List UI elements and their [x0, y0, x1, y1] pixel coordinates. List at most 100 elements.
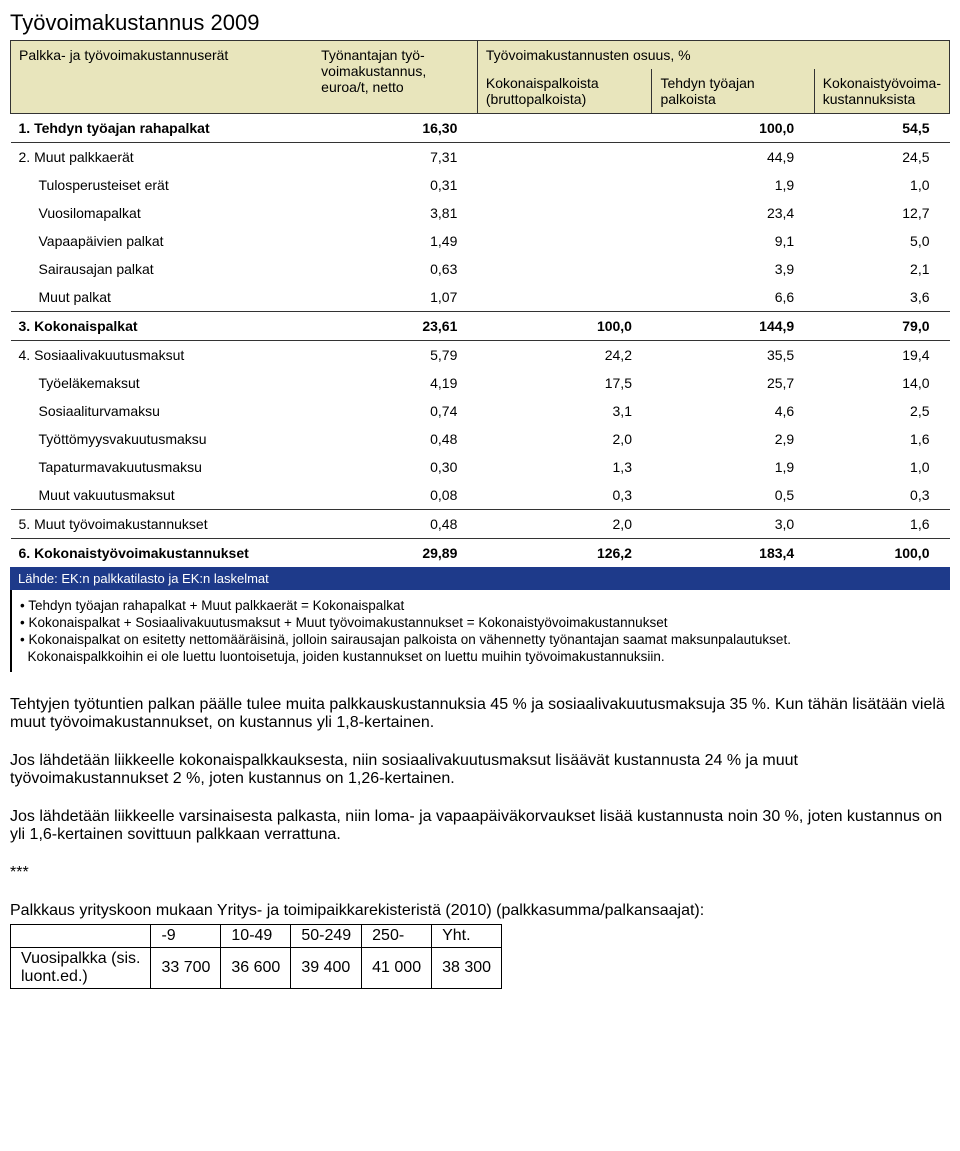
- table-cell: 1,6: [814, 425, 949, 453]
- note-line: • Tehdyn työajan rahapalkat + Muut palkk…: [20, 598, 950, 613]
- table-header: Yht.: [432, 925, 502, 948]
- row-label: 5. Muut työvoimakustannukset: [11, 510, 314, 539]
- paragraph: Palkkaus yrityskoon mukaan Yritys- ja to…: [10, 902, 950, 920]
- table-cell: 12,7: [814, 199, 949, 227]
- row-label: 3. Kokonaispalkat: [11, 312, 314, 341]
- row-label: Sosiaaliturvamaksu: [11, 397, 314, 425]
- table-cell: 2,5: [814, 397, 949, 425]
- row-label: 1. Tehdyn työajan rahapalkat: [11, 114, 314, 143]
- table-cell: [477, 143, 652, 172]
- table-cell: 3,6: [814, 283, 949, 312]
- table-header: 50-249: [291, 925, 362, 948]
- table-cell: 16,30: [313, 114, 477, 143]
- table-row: 2. Muut palkkaerät7,3144,924,5: [11, 143, 950, 172]
- table-cell: 100,0: [652, 114, 814, 143]
- table-cell: 41 000: [362, 948, 432, 989]
- table-cell: 5,0: [814, 227, 949, 255]
- table-cell: 3,9: [652, 255, 814, 283]
- table-cell: 0,63: [313, 255, 477, 283]
- table-cell: 23,4: [652, 199, 814, 227]
- table-cell: 3,81: [313, 199, 477, 227]
- table-cell: 6,6: [652, 283, 814, 312]
- table-cell: 5,79: [313, 341, 477, 370]
- page-title: Työvoimakustannus 2009: [10, 10, 950, 36]
- table-cell: [477, 171, 652, 199]
- table-cell: 1,07: [313, 283, 477, 312]
- table-cell: 2,0: [477, 510, 652, 539]
- row-label: Työttömyysvakuutusmaksu: [11, 425, 314, 453]
- table-cell: 44,9: [652, 143, 814, 172]
- table-cell: 7,31: [313, 143, 477, 172]
- table-row: Sairausajan palkat0,633,92,1: [11, 255, 950, 283]
- table-header: -9: [151, 925, 221, 948]
- separator-stars: ***: [10, 864, 950, 882]
- row-label: Tulosperusteiset erät: [11, 171, 314, 199]
- table-cell: 0,30: [313, 453, 477, 481]
- table-row: Työttömyysvakuutusmaksu0,482,02,91,6: [11, 425, 950, 453]
- table-cell: 24,2: [477, 341, 652, 370]
- table-row: Muut vakuutusmaksut0,080,30,50,3: [11, 481, 950, 510]
- table-row: -9 10-49 50-249 250- Yht.: [11, 925, 502, 948]
- table-cell: 25,7: [652, 369, 814, 397]
- table-cell: Vuosipalkka (sis.luont.ed.): [11, 948, 151, 989]
- note-line: • Kokonaispalkat + Sosiaalivakuutusmaksu…: [20, 615, 950, 630]
- table-row: Sosiaaliturvamaksu0,743,14,62,5: [11, 397, 950, 425]
- header-col2: Työnantajan työ-voimakustannus,euroa/t, …: [313, 41, 477, 114]
- paragraph: Jos lähdetään liikkeelle kokonaispalkkau…: [10, 752, 950, 788]
- table-cell: 3,0: [652, 510, 814, 539]
- table-cell: 2,0: [477, 425, 652, 453]
- table-cell: 35,5: [652, 341, 814, 370]
- header-sub1: Kokonaispalkoista(bruttopalkoista): [477, 69, 652, 114]
- row-label: Vapaapäivien palkat: [11, 227, 314, 255]
- table-header: 10-49: [221, 925, 291, 948]
- table-cell: 126,2: [477, 539, 652, 568]
- table-cell: [477, 255, 652, 283]
- table-cell: 1,3: [477, 453, 652, 481]
- table-cell: 0,48: [313, 510, 477, 539]
- notes-block: • Tehdyn työajan rahapalkat + Muut palkk…: [10, 590, 950, 672]
- row-label: Tapaturmavakuutusmaksu: [11, 453, 314, 481]
- table-cell: 79,0: [814, 312, 949, 341]
- table-cell: 14,0: [814, 369, 949, 397]
- table-cell: 0,3: [477, 481, 652, 510]
- table-cell: 17,5: [477, 369, 652, 397]
- table-cell: 3,1: [477, 397, 652, 425]
- table-cell: 183,4: [652, 539, 814, 568]
- table-cell: 9,1: [652, 227, 814, 255]
- table-row: Tulosperusteiset erät0,31 1,91,0: [11, 171, 950, 199]
- table-cell: 1,9: [652, 453, 814, 481]
- table-cell: 38 300: [432, 948, 502, 989]
- header-sub2: Tehdyn työajanpalkoista: [652, 69, 814, 114]
- table-cell: [477, 227, 652, 255]
- table-cell: 2,1: [814, 255, 949, 283]
- row-label: Työeläkemaksut: [11, 369, 314, 397]
- table-cell: 19,4: [814, 341, 949, 370]
- table-cell: 54,5: [814, 114, 949, 143]
- table-cell: 1,0: [814, 171, 949, 199]
- table-cell: 4,6: [652, 397, 814, 425]
- table-cell: 39 400: [291, 948, 362, 989]
- table-row: 3. Kokonaispalkat23,61100,0144,979,0: [11, 312, 950, 341]
- table-cell: 100,0: [814, 539, 949, 568]
- table-header: 250-: [362, 925, 432, 948]
- table-cell: 1,49: [313, 227, 477, 255]
- table-cell: 0,48: [313, 425, 477, 453]
- paragraph: Tehtyjen työtuntien palkan päälle tulee …: [10, 696, 950, 732]
- note-line: Kokonaispalkkoihin ei ole luettu luontoi…: [20, 649, 950, 664]
- table-row: Muut palkat1,076,63,6: [11, 283, 950, 312]
- table-header: [11, 925, 151, 948]
- row-label: 6. Kokonaistyövoimakustannukset: [11, 539, 314, 568]
- table-cell: 1,9: [652, 171, 814, 199]
- table-row: Vapaapäivien palkat1,49 9,15,0: [11, 227, 950, 255]
- table-cell: [477, 199, 652, 227]
- table-cell: 144,9: [652, 312, 814, 341]
- header-sub3: Kokonaistyövoima-kustannuksista: [814, 69, 949, 114]
- table-row: 5. Muut työvoimakustannukset0,482,03,01,…: [11, 510, 950, 539]
- table-cell: 4,19: [313, 369, 477, 397]
- row-label: 4. Sosiaalivakuutusmaksut: [11, 341, 314, 370]
- table-cell: 0,31: [313, 171, 477, 199]
- table-cell: 29,89: [313, 539, 477, 568]
- paragraph: Jos lähdetään liikkeelle varsinaisesta p…: [10, 808, 950, 844]
- table-cell: [477, 114, 652, 143]
- table-row: Vuosilomapalkat3,8123,412,7: [11, 199, 950, 227]
